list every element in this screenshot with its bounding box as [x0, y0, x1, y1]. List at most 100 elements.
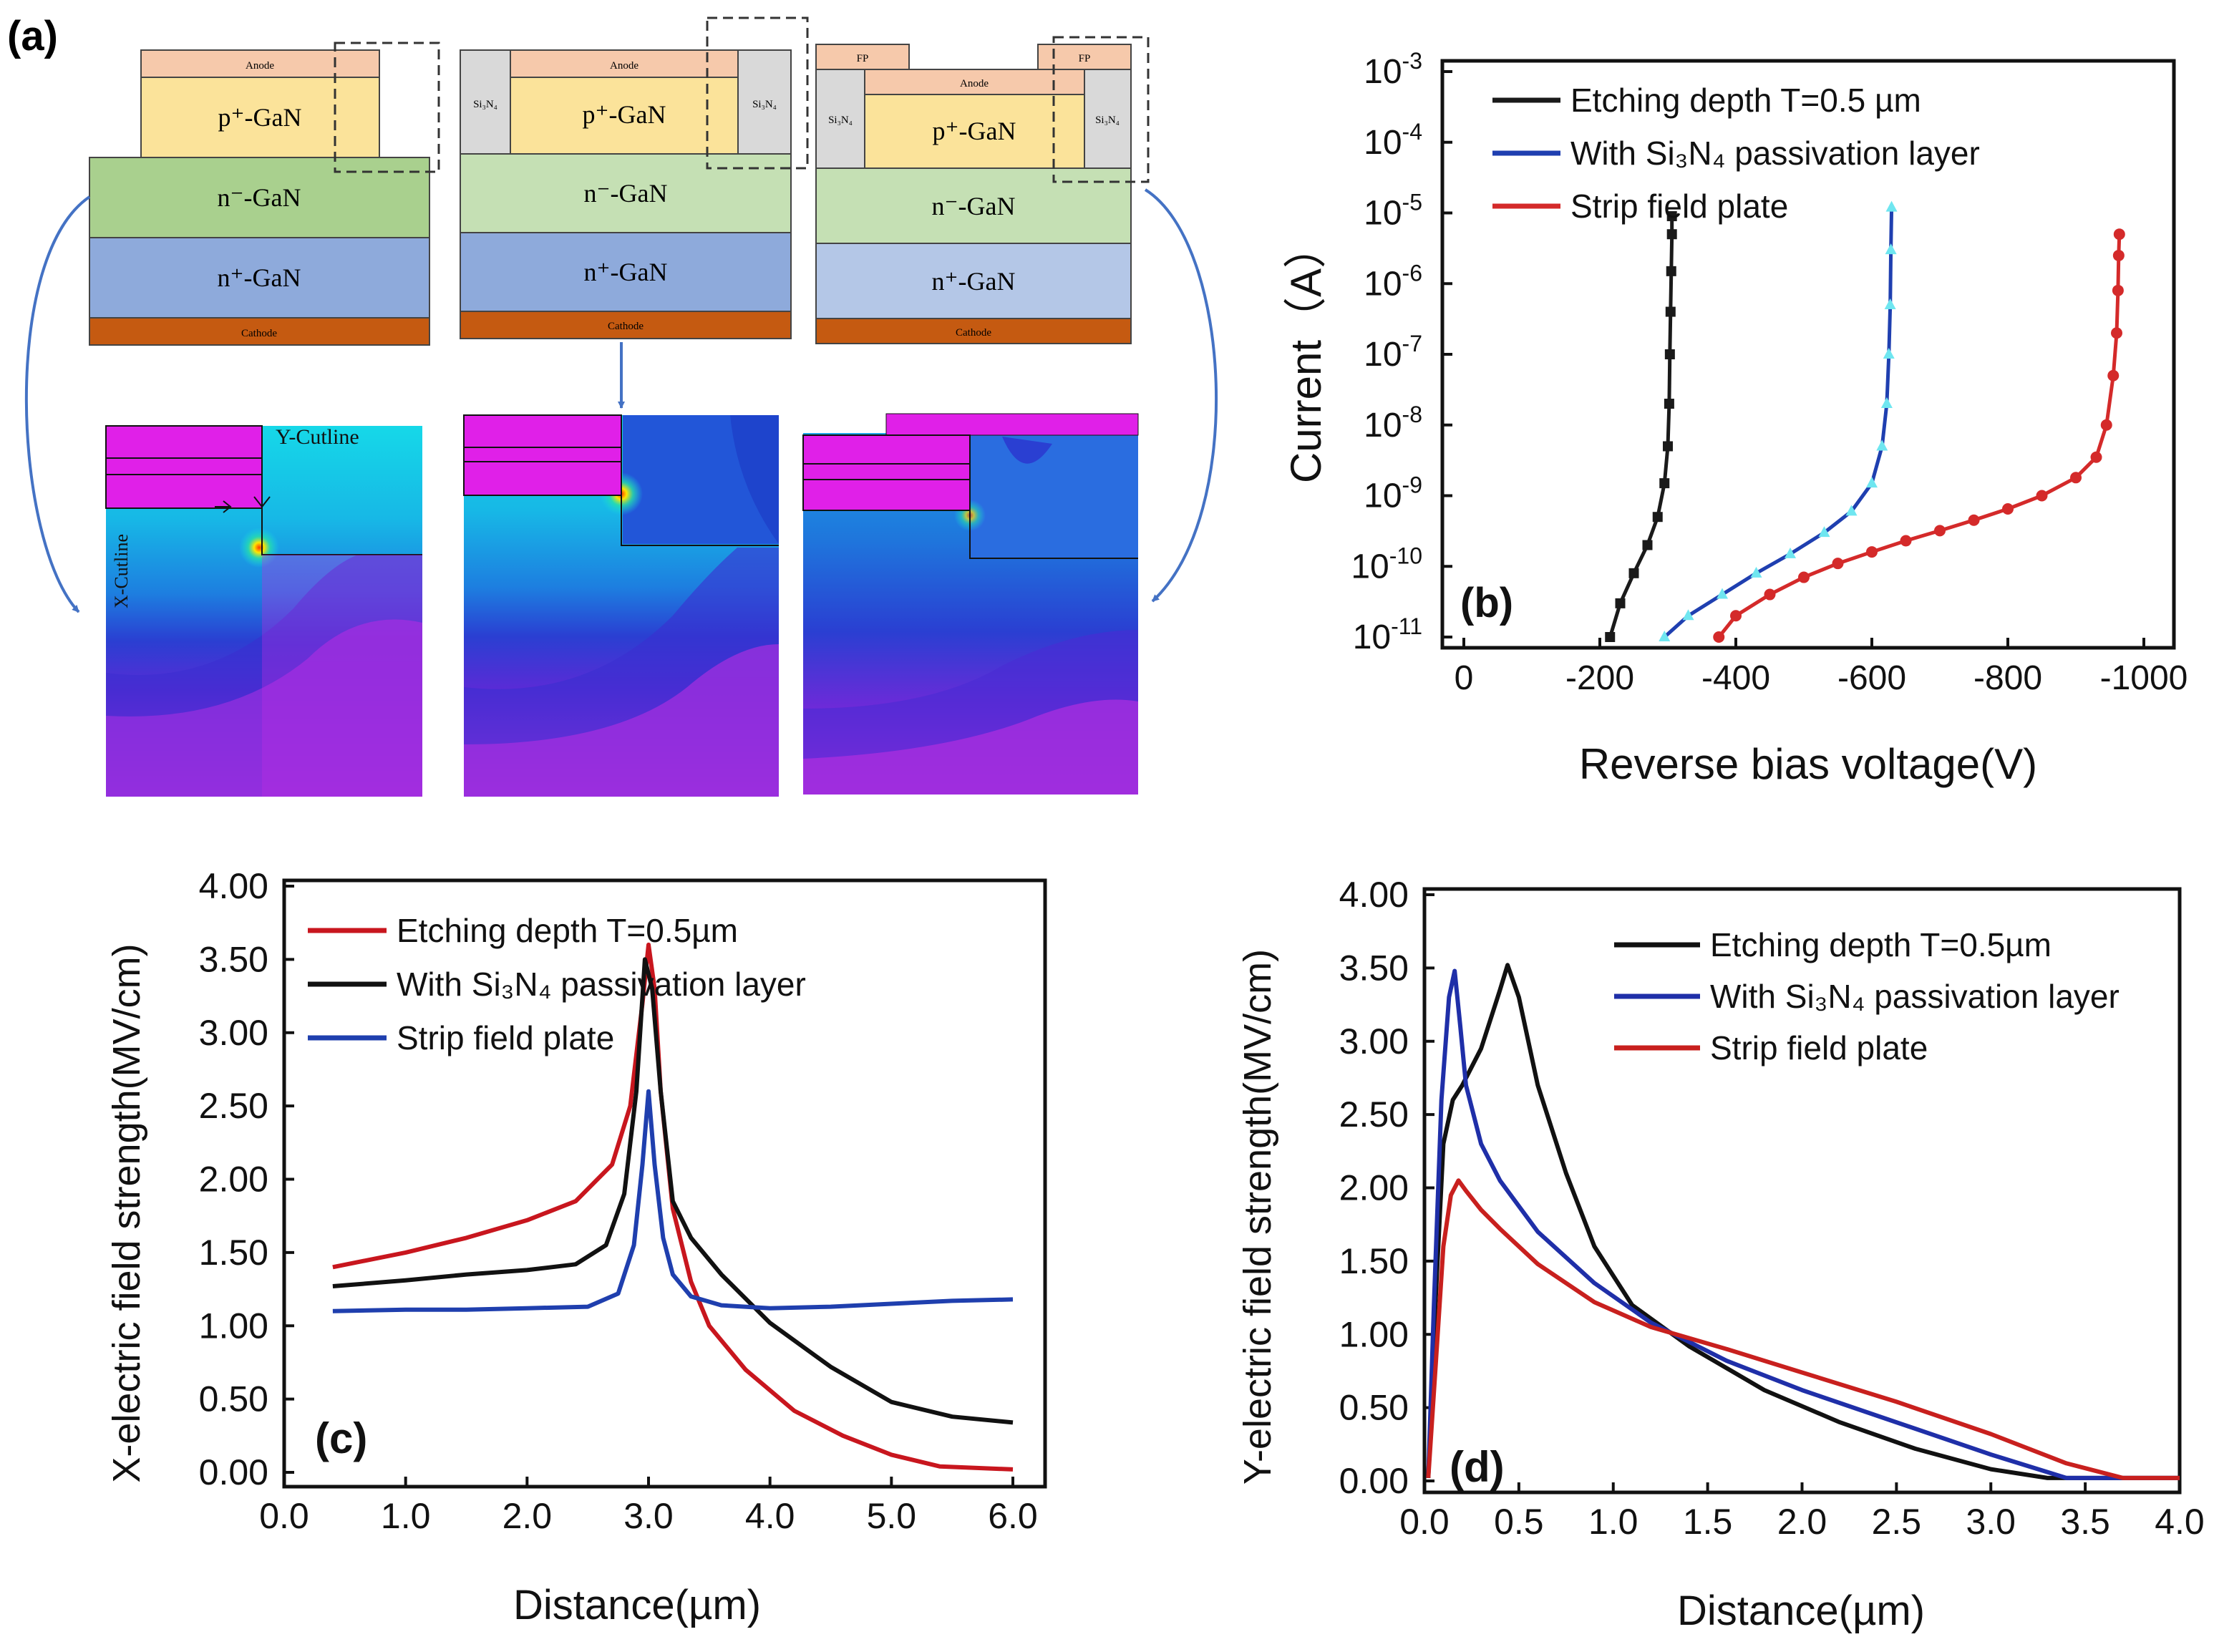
chart-b-legend: Etching depth T=0.5 µm With Si₃N₄ passiva… — [1492, 82, 1980, 225]
x-tick-label: 4.0 — [745, 1496, 795, 1536]
chart-b-series — [1605, 200, 2125, 643]
simulation-map-1: Y-Cutline X-Cutline — [105, 425, 422, 797]
chart-c-series — [332, 942, 1014, 1472]
panel-a-label: (a) — [7, 13, 58, 59]
passivation-left — [815, 69, 865, 169]
data-point — [2090, 451, 2102, 463]
chart-c-y-ticks: 0.00 0.50 1.00 1.50 2.00 2.50 3.00 3.50 4.00 — [199, 866, 294, 1492]
y-tick-label: 1.50 — [1339, 1241, 1409, 1281]
chart-b-xlabel: Reverse bias voltage(V) — [1579, 740, 2037, 788]
chart-d-xlabel: Distance(µm) — [1677, 1588, 1925, 1634]
p-gan-layer — [140, 77, 380, 158]
p-gan-label: p⁺-GaN — [218, 103, 302, 132]
x-tick-label: 2.0 — [1777, 1502, 1827, 1542]
x-tick-label: 0.5 — [1494, 1502, 1544, 1542]
data-point — [1764, 588, 1776, 601]
n-plus-gan-label: n⁺-GaN — [584, 258, 668, 286]
y-tick-label: 3.50 — [1339, 948, 1409, 988]
series-line — [1426, 1178, 2180, 1480]
y-tick-label: 10-7 — [1364, 331, 1422, 374]
anode-label: Anode — [960, 78, 989, 89]
p-gan-layer — [864, 94, 1085, 169]
x-tick-label: 0.0 — [1399, 1502, 1450, 1542]
x-tick-label: -200 — [1565, 659, 1634, 697]
cathode-label: Cathode — [608, 321, 644, 332]
x-tick-label: 5.0 — [867, 1496, 917, 1536]
x-tick-label: 3.5 — [2060, 1502, 2110, 1542]
n-minus-gan-layer — [460, 153, 792, 233]
chart-c-x-ticks: 0.0 1.0 2.0 3.0 4.0 5.0 6.0 — [259, 1477, 1038, 1536]
chart-c-frame — [282, 878, 1047, 1489]
field-plate-right-label: FP — [1079, 53, 1091, 64]
data-point — [1866, 477, 1878, 488]
field-plate-left-label: FP — [857, 53, 869, 64]
legend-label: Strip field plate — [1710, 1029, 1928, 1066]
data-point — [2107, 369, 2120, 382]
data-point — [1652, 512, 1663, 523]
data-point — [2112, 249, 2125, 261]
cathode-layer — [460, 311, 792, 339]
x-tick-label: 2.0 — [502, 1496, 553, 1536]
device-structure-2: Si₃N₄ Anode p⁺-GaN Si₃N₄ n⁻-GaN n⁺-GaN C… — [460, 16, 809, 339]
data-point — [1885, 200, 1898, 212]
series-line — [332, 1089, 1014, 1313]
data-point — [1884, 298, 1896, 309]
y-tick-label: 3.50 — [199, 939, 268, 979]
passivation-right — [737, 49, 792, 155]
x-tick-label: -600 — [1837, 659, 1906, 697]
n-minus-gan-label: n⁻-GaN — [932, 192, 1016, 220]
legend-label: Strip field plate — [1570, 188, 1788, 225]
legend-label: Etching depth T=0.5 µm — [1570, 82, 1921, 119]
anode-label: Anode — [610, 60, 639, 72]
series-line — [332, 957, 1014, 1425]
n-minus-gan-label: n⁻-GaN — [584, 179, 668, 208]
zoom-region-box — [1052, 36, 1150, 183]
data-point — [1717, 588, 1728, 599]
n-plus-gan-layer — [460, 232, 792, 312]
chart-d-y-ticks: 0.00 0.50 1.00 1.50 2.00 2.50 3.00 3.50 4.00 — [1339, 875, 1434, 1501]
data-point — [1664, 349, 1675, 359]
y-tick-label: 4.00 — [199, 866, 268, 906]
y-tick-label: 10-6 — [1364, 260, 1422, 303]
p-gan-label: p⁺-GaN — [933, 117, 1016, 145]
zoom-region-box — [706, 16, 809, 170]
cathode-label: Cathode — [241, 328, 277, 339]
data-point — [1605, 632, 1616, 642]
series-line — [1426, 968, 2180, 1480]
n-plus-gan-layer — [89, 237, 430, 319]
chart-d: 0.00 0.50 1.00 1.50 2.00 2.50 3.00 3.50 4.00 0.0… — [1236, 875, 2205, 1634]
y-tick-label: 1.00 — [1339, 1314, 1409, 1354]
anode-layer — [140, 49, 380, 78]
chart-b-ylabel: Current（A） — [1282, 225, 1330, 483]
y-tick-label: 10-8 — [1364, 402, 1422, 444]
data-point — [1659, 631, 1671, 641]
data-point — [1866, 546, 1878, 558]
data-point — [1832, 558, 1844, 570]
x-tick-label: 4.0 — [2155, 1502, 2205, 1542]
n-plus-gan-layer — [815, 243, 1132, 319]
y-tick-label: 0.00 — [199, 1452, 268, 1492]
chart-d-x-ticks: 0.0 0.5 1.0 1.5 2.0 2.5 3.0 3.5 4.0 — [1399, 1482, 2205, 1542]
legend-label: Etching depth T=0.5µm — [1710, 926, 2052, 963]
data-point — [1666, 229, 1677, 240]
passivation-right — [1084, 69, 1132, 169]
x-tick-label: 1.0 — [381, 1496, 431, 1536]
passivation-left-label: Si₃N₄ — [828, 115, 853, 126]
y-tick-label: 10-3 — [1364, 48, 1422, 91]
x-tick-label: 1.0 — [1588, 1502, 1638, 1542]
data-point — [1885, 243, 1897, 255]
n-plus-gan-label: n⁺-GaN — [218, 263, 301, 292]
series-line — [1717, 234, 2122, 638]
simulation-map-2 — [463, 414, 779, 797]
n-minus-gan-layer — [89, 157, 430, 238]
legend-label: Strip field plate — [397, 1019, 614, 1056]
n-minus-gan-label: n⁻-GaN — [218, 183, 301, 212]
p-gan-layer — [510, 77, 739, 155]
data-point — [1880, 397, 1893, 409]
arrow-structure-3 — [1144, 188, 1218, 603]
chart-c-legend: Etching depth T=0.5µm With Si₃N₄ passivat… — [308, 912, 806, 1056]
y-tick-label: 2.50 — [1339, 1094, 1409, 1134]
data-point — [1845, 505, 1858, 516]
data-point — [1666, 211, 1677, 222]
data-point — [2111, 327, 2122, 339]
